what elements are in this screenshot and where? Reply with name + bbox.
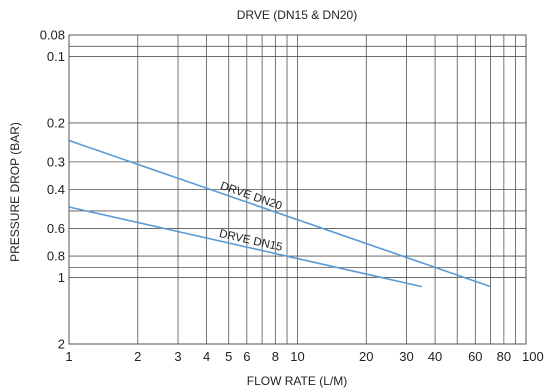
x-tick-label: 30: [399, 349, 413, 364]
plot-frame: [68, 34, 527, 345]
x-tick-label: 60: [468, 349, 482, 364]
y-tick-label: 0.4: [47, 182, 65, 197]
x-axis-label: FLOW RATE (L/M): [247, 374, 347, 388]
y-tick-label: 0.8: [47, 249, 65, 264]
y-tick-label: 2: [58, 337, 65, 352]
x-tick-label: 100: [522, 349, 544, 364]
x-tick-label: 2: [134, 349, 141, 364]
x-tick-label: 80: [497, 349, 511, 364]
series-layer: [68, 139, 491, 288]
x-tick-label: 4: [203, 349, 210, 364]
y-tick-labels: 0.08 0.1 0.2 0.3 0.4 0.6 0.8 1 2: [40, 28, 65, 352]
y-tick-label: 0.2: [47, 115, 65, 130]
y-tick-label: 0.6: [47, 221, 65, 236]
chart-title: DRVE (DN15 & DN20): [237, 8, 357, 22]
series-line: [68, 206, 422, 288]
y-tick-label: 1: [58, 270, 65, 285]
x-tick-labels: 1 2 3 4 5 6 8 10 20 30 40 60 80 100: [65, 349, 543, 364]
y-tick-label: 0.1: [47, 49, 65, 64]
x-tick-label: 20: [359, 349, 373, 364]
y-tick-label: 0.08: [40, 28, 65, 43]
x-tick-label: 6: [243, 349, 250, 364]
y-axis-label: PRESSURE DROP (BAR): [8, 122, 22, 262]
x-tick-label: 3: [174, 349, 181, 364]
series-label: DRVE DN15: [218, 228, 283, 254]
y-tick-label: 0.3: [47, 154, 65, 169]
x-tick-label: 40: [428, 349, 442, 364]
series-line: [68, 139, 491, 288]
x-tick-label: 8: [272, 349, 279, 364]
x-tick-label: 10: [290, 349, 304, 364]
x-tick-label: 1: [65, 349, 72, 364]
x-tick-label: 5: [225, 349, 232, 364]
grid-lines: [68, 34, 527, 345]
